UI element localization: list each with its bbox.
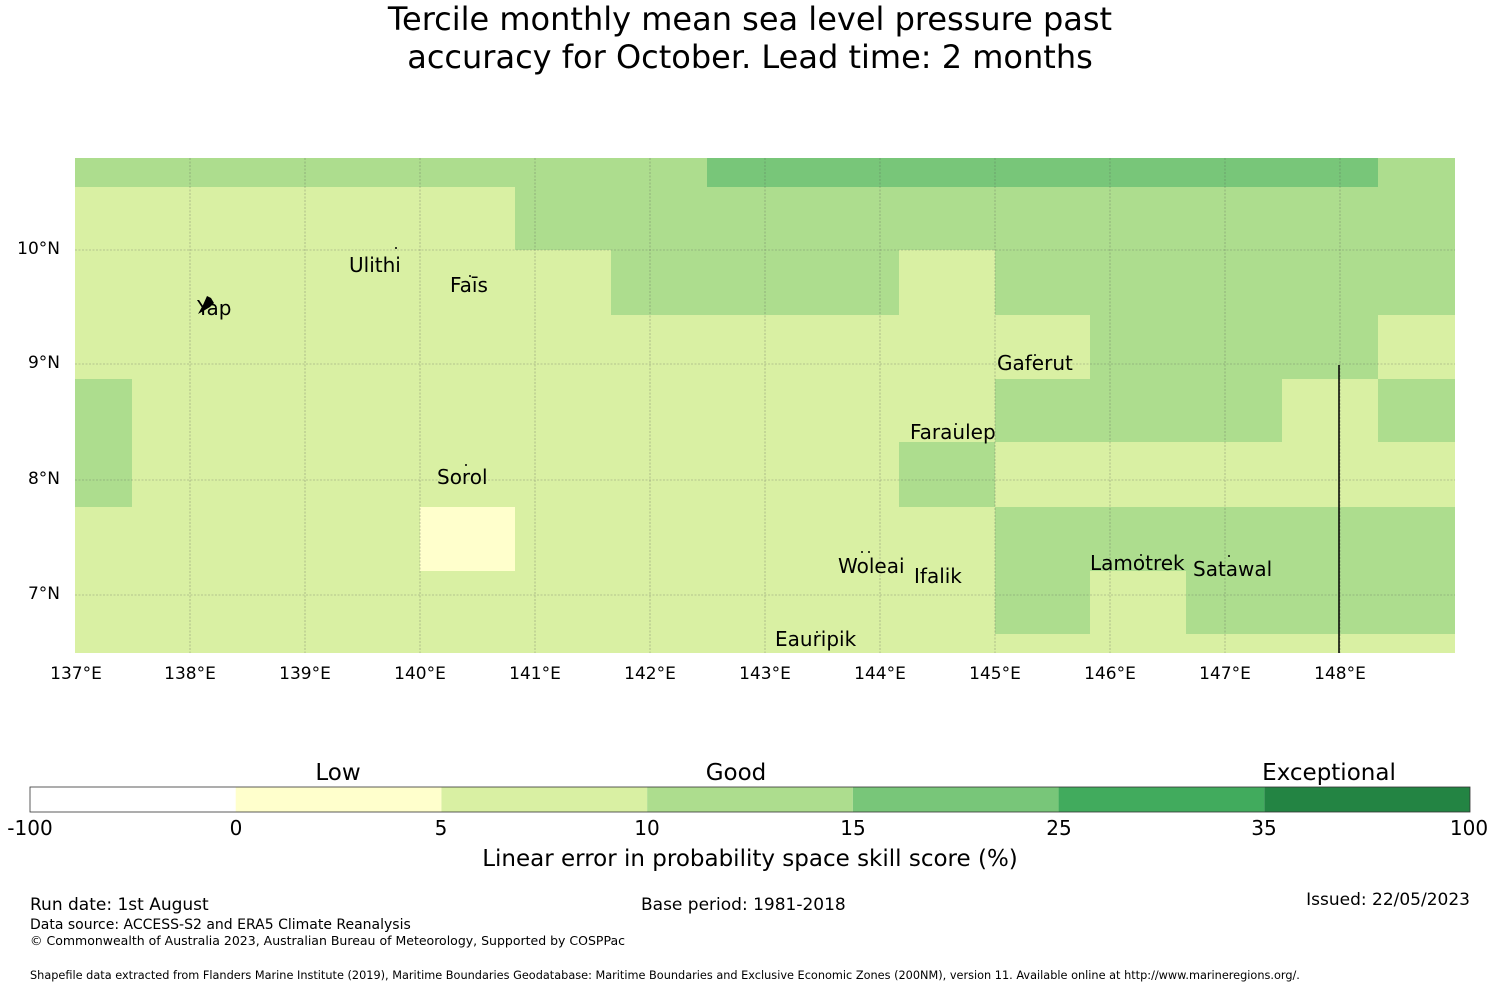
map-cell (1186, 571, 1455, 634)
run-date: Run date: 1st August (30, 895, 209, 915)
lon-tick-label: 146°E (1084, 664, 1136, 684)
map-cell (995, 571, 1090, 634)
colorbar-category-exceptional: Exceptional (1262, 760, 1396, 786)
lat-tick-label: 8°N (27, 469, 60, 489)
place-label-yap: Yap (197, 296, 232, 320)
base-period: Base period: 1981-2018 (641, 895, 846, 915)
lon-tick-label: 145°E (969, 664, 1021, 684)
lon-tick-label: 140°E (394, 664, 446, 684)
island-shapes (198, 247, 1230, 633)
colorbar-tick: 5 (434, 816, 448, 840)
colorbar-category-good: Good (705, 760, 767, 786)
colorbar-tick: 15 (840, 816, 866, 840)
place-label-ifalik: Ifalik (914, 564, 962, 588)
yap-island (198, 296, 214, 314)
map-cell (899, 442, 995, 507)
colorbar-tick: 10 (634, 816, 660, 840)
eauripik-island (816, 631, 818, 633)
chart-title-line1: Tercile monthly mean sea level pressure … (387, 0, 1113, 38)
colorbar-border (29, 786, 1471, 813)
map-cell (420, 507, 515, 571)
place-label-satawal: Satawal (1193, 557, 1273, 581)
place-label-fais: Faīs (450, 273, 488, 297)
faraulep-island (955, 423, 957, 425)
colorbar-segment (30, 787, 236, 812)
lat-tick-label: 9°N (27, 353, 60, 373)
colorbar-segment (647, 787, 853, 812)
fais-island (469, 275, 471, 277)
map-cell (1378, 158, 1455, 187)
colorbar-segment (235, 787, 442, 812)
sorol-island (465, 464, 467, 466)
gridlines (75, 158, 1455, 653)
colorbar-tick: -100 (7, 816, 53, 840)
map-cell (75, 379, 132, 507)
map-cell (707, 158, 1378, 187)
issued-date: Issued: 22/05/2023 (1306, 890, 1470, 910)
colorbar-tick: 35 (1251, 816, 1277, 840)
place-label-ulithi: Ulithi (349, 253, 401, 277)
ulithi-island (395, 247, 397, 249)
lon-tick-label: 139°E (279, 664, 331, 684)
chart-title-line2: accuracy for October. Lead time: 2 month… (407, 38, 1093, 76)
map-cell (1378, 379, 1455, 442)
place-label-woleai: Woleai (838, 554, 905, 578)
lon-tick-label: 148°E (1314, 664, 1366, 684)
lat-tick-label: 10°N (17, 239, 60, 259)
place-label-lamotrek: Lamotrek (1090, 551, 1185, 575)
lon-tick-label: 147°E (1199, 664, 1251, 684)
place-label-sorol: Sorol (437, 465, 488, 489)
copyright: © Commonwealth of Australia 2023, Austra… (30, 933, 625, 948)
map-cell (515, 187, 1455, 250)
map-cell (611, 250, 899, 315)
colorbar-tick: 100 (1449, 816, 1489, 840)
colorbar-segment (852, 787, 1059, 812)
map-cell (995, 379, 1282, 442)
place-label-gaferut: Gaferut (997, 351, 1073, 375)
shapefile-credit: Shapefile data extracted from Flanders M… (30, 969, 1300, 982)
colorbar-label: Linear error in probability space skill … (482, 846, 1018, 872)
satawal-island (1228, 555, 1230, 557)
gaferut-island (1034, 354, 1036, 356)
colorbar-tick: 25 (1046, 816, 1072, 840)
lon-tick-label: 137°E (50, 664, 102, 684)
colorbar-segment (1058, 787, 1265, 812)
lat-tick-label: 7°N (27, 584, 60, 604)
colorbar-segment (1264, 787, 1470, 812)
lon-tick-label: 141°E (509, 664, 561, 684)
colorbar-tick: 0 (229, 816, 243, 840)
colorbar-category-low: Low (315, 760, 361, 786)
map-cell (75, 158, 707, 187)
lamotrek-island (1140, 554, 1142, 556)
place-label-eauripik: Eauripik (775, 627, 857, 651)
woleai-island (868, 551, 870, 553)
map-cell (1090, 315, 1378, 379)
lon-tick-label: 143°E (739, 664, 791, 684)
data-source: Data source: ACCESS-S2 and ERA5 Climate … (30, 917, 411, 933)
place-label-faraulep: Faraulep (910, 420, 996, 444)
lon-tick-label: 138°E (164, 664, 216, 684)
lon-tick-label: 144°E (854, 664, 906, 684)
woleai-island (861, 551, 863, 553)
colorbar-segment (441, 787, 648, 812)
colorbar (29, 786, 1471, 813)
lon-tick-label: 142°E (624, 664, 676, 684)
map-cell (995, 507, 1455, 571)
